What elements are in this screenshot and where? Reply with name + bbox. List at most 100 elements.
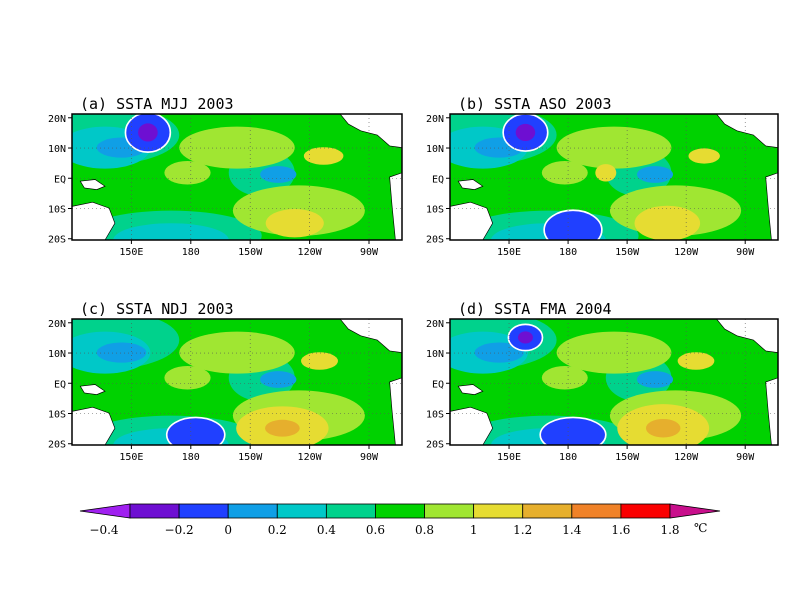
warm-area	[556, 126, 672, 169]
colorbar-label: 1.4	[562, 523, 581, 537]
colorbar-box	[227, 503, 278, 519]
zero-contour	[124, 114, 172, 153]
warm-core	[634, 205, 701, 240]
warm-core	[303, 147, 344, 165]
warm-area	[164, 366, 211, 390]
warm-core	[677, 352, 715, 370]
lon-tick-label: 150E	[119, 452, 143, 463]
map-panel-b: (b) SSTA ASO 2003 20N 10N EQ 10S 20S 150E 180 15…	[426, 95, 779, 258]
lon-tick-label: 120W	[674, 452, 699, 463]
ssta-field	[450, 319, 778, 445]
colorbar-label: −0.2	[165, 523, 194, 537]
lon-tick-label: 180	[559, 247, 577, 258]
gridlines	[72, 114, 402, 240]
colorbar-label: −0.4	[89, 523, 119, 537]
lat-tick-label: 10N	[426, 144, 444, 155]
lat-tick-label: EQ	[54, 379, 66, 390]
zero-contour	[165, 416, 226, 445]
colorbar-box	[375, 503, 425, 519]
warm-area	[541, 161, 588, 185]
colorbar-label: 0.8	[415, 523, 434, 537]
zero-contour	[539, 416, 607, 445]
colorbar-label: 0.6	[366, 523, 385, 537]
warm-core	[595, 164, 617, 182]
map-panel-a: (a) SSTA MJJ 2003 20N 10N EQ 10S 20S 150E 180 15…	[48, 95, 403, 258]
cool-band	[636, 166, 674, 183]
lon-tick-label: 120W	[298, 247, 323, 258]
colorbar-box	[620, 503, 671, 519]
lon-tick-label: 90W	[736, 247, 755, 258]
lat-tick-label: 20N	[48, 114, 66, 125]
land-new-guinea	[79, 179, 106, 190]
lon-tick-label: 150E	[497, 247, 521, 258]
warm-core	[645, 418, 681, 438]
map-frame	[449, 318, 779, 446]
cool-band	[96, 342, 147, 363]
cool-band	[113, 223, 229, 240]
lat-tick-label: 10N	[48, 349, 66, 360]
lon-tick-label: 90W	[360, 452, 379, 463]
land-south-america	[765, 172, 778, 240]
map-panel-d: (d) SSTA FMA 2004 20N 10N EQ 10S 20S 150E 180 15…	[426, 300, 779, 463]
warm-core	[688, 148, 720, 164]
gridlines	[72, 319, 402, 445]
gridlines	[450, 114, 778, 240]
lat-tick-label: 10S	[48, 205, 66, 216]
land-new-guinea	[457, 384, 484, 395]
land-australia	[450, 201, 494, 240]
colorbar-box	[276, 503, 327, 519]
cold-spot	[166, 417, 225, 445]
cold-core	[517, 331, 533, 344]
panel-title: (b) SSTA ASO 2003	[458, 95, 612, 113]
lat-tick-label: 20S	[48, 440, 66, 451]
lon-tick-label: 180	[559, 452, 577, 463]
land-new-guinea	[79, 384, 106, 395]
warm-core	[265, 209, 324, 238]
colorbar-label: 1	[470, 523, 478, 537]
lat-tick-label: EQ	[432, 379, 444, 390]
colorbar-box	[129, 503, 180, 519]
zero-contour	[507, 323, 544, 352]
warm-area	[164, 161, 211, 185]
lat-tick-label: 20N	[426, 319, 444, 330]
lon-tick-label: 150W	[615, 452, 640, 463]
panel-title: (a) SSTA MJJ 2003	[80, 95, 234, 113]
lat-tick-label: EQ	[432, 174, 444, 185]
map-frame	[71, 113, 403, 241]
cool-band	[474, 342, 524, 363]
map-frame	[71, 318, 403, 446]
lat-tick-label: 20S	[426, 235, 444, 246]
lon-tick-label: 150E	[119, 247, 143, 258]
cold-core	[138, 123, 158, 142]
colorbar-box	[178, 503, 229, 519]
cool-band	[260, 166, 297, 183]
lon-tick-label: 180	[182, 452, 200, 463]
warm-area	[541, 366, 588, 390]
cold-spot	[540, 417, 606, 445]
zero-contour	[502, 114, 549, 152]
colorbar-box	[473, 503, 524, 519]
cool-band	[260, 371, 297, 388]
ssta-field	[72, 319, 402, 445]
lon-tick-label: 150E	[497, 452, 521, 463]
colorbar-label: 0.4	[317, 523, 336, 537]
warm-core	[265, 419, 300, 437]
lat-tick-label: 10S	[426, 410, 444, 421]
colorbar-box	[325, 503, 376, 519]
map-panel-c: (c) SSTA NDJ 2003 20N 10N EQ 10S 20S 150E 180 15…	[48, 300, 403, 463]
colorbar-box	[571, 503, 622, 519]
colorbar-unit: ℃	[694, 521, 707, 535]
colorbar-label: 0	[224, 523, 232, 537]
map-frame	[449, 113, 779, 241]
colorbar-max-triangle	[669, 503, 721, 519]
lon-tick-label: 90W	[360, 247, 379, 258]
lon-tick-label: 90W	[736, 452, 755, 463]
lon-tick-label: 150W	[238, 452, 263, 463]
lon-tick-label: 120W	[298, 452, 323, 463]
colorbar-box	[522, 503, 573, 519]
warm-area	[179, 331, 295, 374]
land-australia	[72, 406, 116, 445]
land-australia	[72, 201, 116, 240]
lon-tick-label: 120W	[674, 247, 699, 258]
land-south-america	[389, 172, 402, 240]
